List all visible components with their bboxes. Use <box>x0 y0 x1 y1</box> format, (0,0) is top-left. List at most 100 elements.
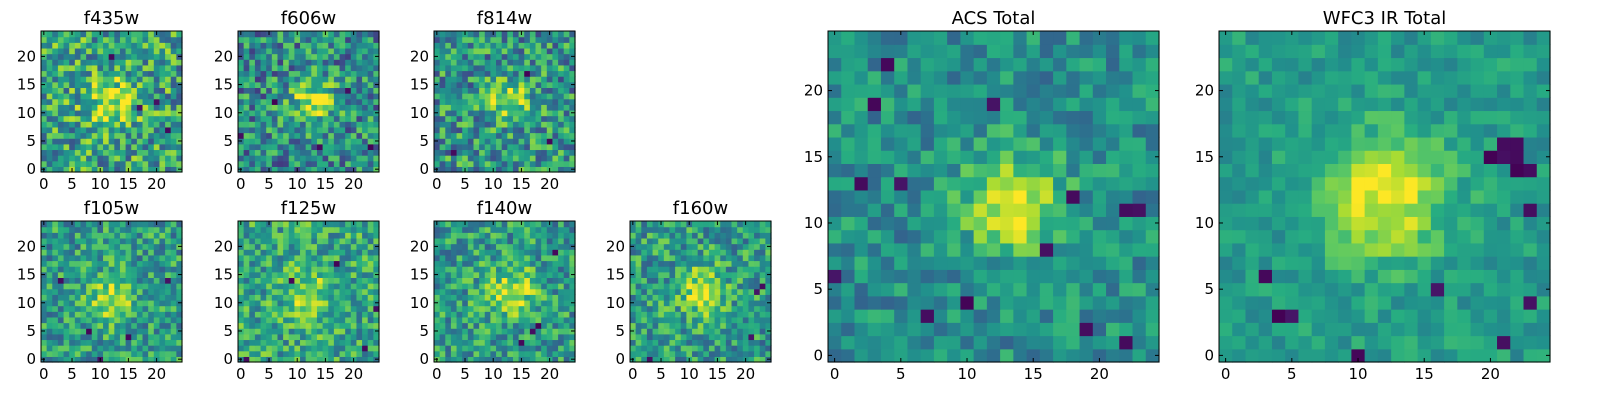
pixel <box>170 328 177 335</box>
pixel <box>1145 216 1160 231</box>
pixel <box>373 283 380 290</box>
pixel <box>333 87 341 94</box>
pixel <box>680 277 687 284</box>
pixel <box>165 283 172 290</box>
pixel <box>254 356 262 363</box>
pixel <box>260 333 267 341</box>
pixel <box>254 299 262 307</box>
pixel <box>880 309 895 323</box>
pixel <box>63 288 70 295</box>
pixel <box>57 93 65 100</box>
pixel <box>339 305 346 312</box>
pixel <box>373 47 380 55</box>
pixel <box>148 249 155 256</box>
pixel <box>108 271 115 278</box>
y-tick-label: 15 <box>410 266 429 284</box>
pixel <box>74 87 82 94</box>
pixel <box>339 226 346 233</box>
pixel <box>345 299 352 307</box>
pixel <box>153 266 161 273</box>
pixel <box>558 42 565 49</box>
pixel <box>271 53 279 60</box>
pixel <box>170 109 177 117</box>
pixel <box>552 266 559 273</box>
pixel <box>362 294 369 301</box>
pixel <box>46 243 53 250</box>
pixel <box>136 322 144 329</box>
pixel <box>350 81 358 88</box>
pixel <box>467 87 475 94</box>
pixel <box>119 70 127 77</box>
pixel <box>328 64 335 72</box>
pixel <box>569 254 576 262</box>
pixel <box>675 339 682 346</box>
pixel <box>283 345 290 352</box>
pixel <box>333 81 341 88</box>
pixel <box>266 155 273 162</box>
pixel <box>52 266 59 273</box>
pixel <box>80 237 87 245</box>
pixel <box>373 316 380 324</box>
pixel <box>490 322 497 329</box>
pixel <box>880 176 895 191</box>
pixel <box>63 345 70 352</box>
x-tick-label: 0 <box>628 365 638 383</box>
pixel <box>484 166 491 173</box>
pixel <box>170 243 177 250</box>
pixel <box>176 221 183 228</box>
pixel <box>854 150 869 164</box>
pixel <box>765 221 772 228</box>
pixel <box>136 311 144 318</box>
pixel <box>439 350 446 357</box>
pixel <box>114 232 121 239</box>
pixel <box>260 277 267 284</box>
pixel <box>294 81 301 88</box>
pixel <box>675 294 682 301</box>
pixel <box>524 322 531 329</box>
pixel <box>535 266 542 273</box>
pixel <box>524 109 531 117</box>
pixel <box>63 138 70 145</box>
pixel <box>473 311 480 318</box>
pixel <box>176 226 183 233</box>
pixel <box>311 345 318 352</box>
pixel <box>254 221 262 228</box>
pixel <box>86 232 93 239</box>
pixel <box>986 163 1001 178</box>
pixel <box>356 322 363 329</box>
pixel <box>170 254 177 262</box>
pixel <box>546 260 554 267</box>
pixel <box>339 166 346 173</box>
pixel <box>316 322 324 329</box>
pixel <box>546 345 554 352</box>
pixel <box>507 249 514 256</box>
pixel <box>254 115 262 122</box>
pixel <box>484 237 491 245</box>
pixel <box>271 333 279 341</box>
pixel <box>266 59 273 66</box>
pixel <box>692 237 699 245</box>
pixel <box>91 149 98 156</box>
pixel <box>450 345 458 352</box>
pixel <box>462 138 469 145</box>
pixel <box>277 81 284 88</box>
pixel <box>238 339 245 346</box>
pixel <box>518 132 525 139</box>
pixel <box>142 277 149 284</box>
pixel <box>652 260 659 267</box>
pixel <box>243 339 250 346</box>
pixel <box>524 328 531 335</box>
pixel <box>260 109 267 117</box>
pixel <box>311 266 318 273</box>
pixel <box>708 350 716 357</box>
pixel <box>1079 295 1094 310</box>
pixel <box>462 98 469 105</box>
pixel <box>277 288 284 295</box>
y-tick-label: 5 <box>26 322 36 340</box>
pixel <box>339 350 346 357</box>
pixel <box>243 260 250 267</box>
pixel <box>322 316 329 324</box>
pixel <box>362 232 369 239</box>
pixel <box>243 98 250 105</box>
pixel <box>305 166 312 173</box>
